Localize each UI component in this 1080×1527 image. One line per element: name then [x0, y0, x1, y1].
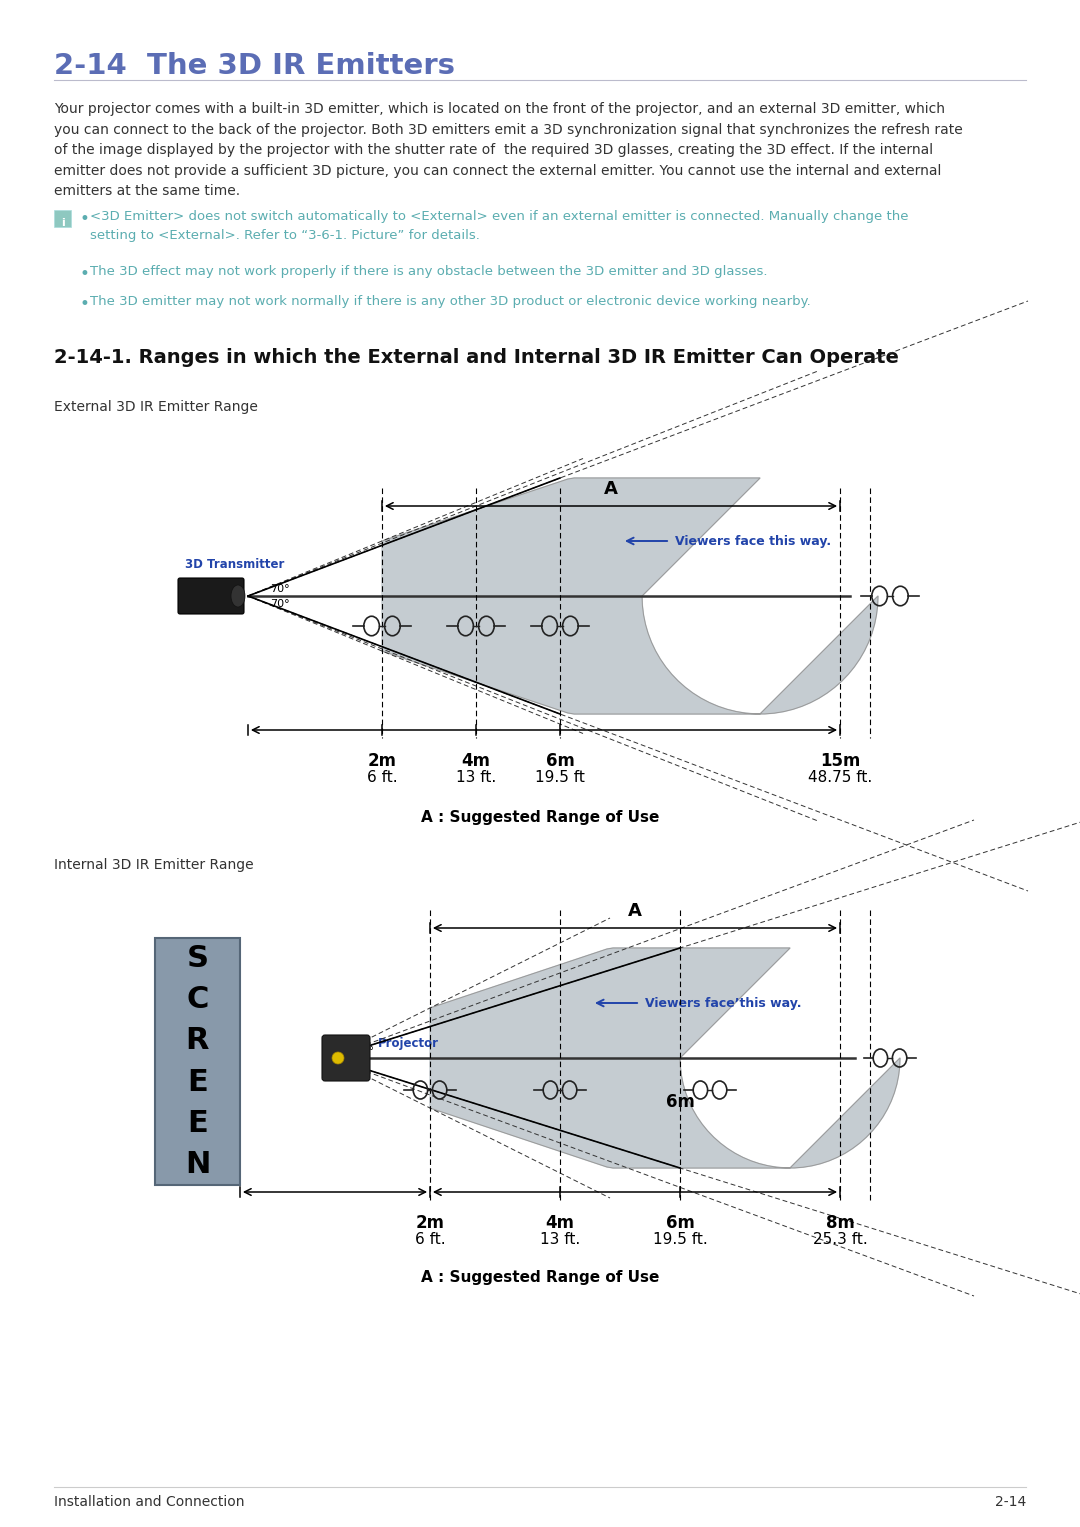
Text: 13 ft.: 13 ft. — [540, 1232, 580, 1248]
FancyBboxPatch shape — [156, 938, 240, 1185]
Text: i: i — [60, 218, 65, 228]
Text: 48.75 ft.: 48.75 ft. — [808, 770, 873, 785]
Text: 70°: 70° — [350, 1061, 368, 1070]
Text: A: A — [604, 479, 618, 498]
Text: S: S — [187, 944, 208, 973]
Text: Viewers face this way.: Viewers face this way. — [675, 534, 832, 548]
Text: External 3D IR Emitter Range: External 3D IR Emitter Range — [54, 400, 258, 414]
Text: <3D Emitter> does not switch automatically to <External> even if an external emi: <3D Emitter> does not switch automatical… — [90, 211, 908, 241]
Text: 19.5 ft.: 19.5 ft. — [652, 1232, 707, 1248]
Text: A : Suggested Range of Use: A : Suggested Range of Use — [421, 809, 659, 825]
Text: 19.5 ft: 19.5 ft — [535, 770, 585, 785]
Text: 25.3 ft.: 25.3 ft. — [812, 1232, 867, 1248]
Text: 70°: 70° — [270, 583, 289, 594]
Polygon shape — [382, 478, 878, 715]
Text: 3D Transmitter: 3D Transmitter — [185, 557, 284, 571]
Text: Projector: Projector — [378, 1037, 438, 1051]
Text: N: N — [185, 1150, 211, 1179]
Text: 2m: 2m — [416, 1214, 445, 1232]
FancyBboxPatch shape — [178, 579, 244, 614]
Text: 13 ft.: 13 ft. — [456, 770, 496, 785]
Text: Viewers face’this way.: Viewers face’this way. — [645, 997, 801, 1009]
Text: 2-14  The 3D IR Emitters: 2-14 The 3D IR Emitters — [54, 52, 455, 79]
Text: 2m: 2m — [367, 751, 396, 770]
Text: 8m: 8m — [825, 1214, 854, 1232]
Circle shape — [332, 1052, 345, 1064]
FancyBboxPatch shape — [54, 211, 71, 228]
Text: 70°: 70° — [270, 599, 289, 609]
Text: •: • — [79, 295, 89, 313]
Text: C: C — [187, 985, 208, 1014]
Ellipse shape — [231, 585, 245, 608]
Text: 2-14-1. Ranges in which the External and Internal 3D IR Emitter Can Operate: 2-14-1. Ranges in which the External and… — [54, 348, 899, 366]
Text: Internal 3D IR Emitter Range: Internal 3D IR Emitter Range — [54, 858, 254, 872]
Text: 4m: 4m — [461, 751, 490, 770]
Text: •: • — [79, 211, 89, 228]
Text: The 3D emitter may not work normally if there is any other 3D product or electro: The 3D emitter may not work normally if … — [90, 295, 811, 308]
Text: Your projector comes with a built-in 3D emitter, which is located on the front o: Your projector comes with a built-in 3D … — [54, 102, 962, 199]
Text: 6 ft.: 6 ft. — [367, 770, 397, 785]
Text: R: R — [186, 1026, 210, 1055]
Text: A: A — [629, 902, 642, 919]
Polygon shape — [430, 948, 900, 1168]
Text: E: E — [187, 1109, 207, 1138]
Text: 2-14: 2-14 — [995, 1495, 1026, 1509]
Text: 170°: 170° — [350, 1046, 375, 1057]
Text: A : Suggested Range of Use: A : Suggested Range of Use — [421, 1270, 659, 1286]
Text: Installation and Connection: Installation and Connection — [54, 1495, 244, 1509]
Text: 4m: 4m — [545, 1214, 575, 1232]
Text: 6m: 6m — [665, 1214, 694, 1232]
Text: E: E — [187, 1067, 207, 1096]
Text: 6m: 6m — [665, 1093, 694, 1112]
Text: 6 ft.: 6 ft. — [415, 1232, 445, 1248]
Text: The 3D effect may not work properly if there is any obstacle between the 3D emit: The 3D effect may not work properly if t… — [90, 266, 768, 278]
Text: •: • — [79, 266, 89, 282]
Text: 6m: 6m — [545, 751, 575, 770]
Text: 15m: 15m — [820, 751, 860, 770]
FancyBboxPatch shape — [322, 1035, 370, 1081]
